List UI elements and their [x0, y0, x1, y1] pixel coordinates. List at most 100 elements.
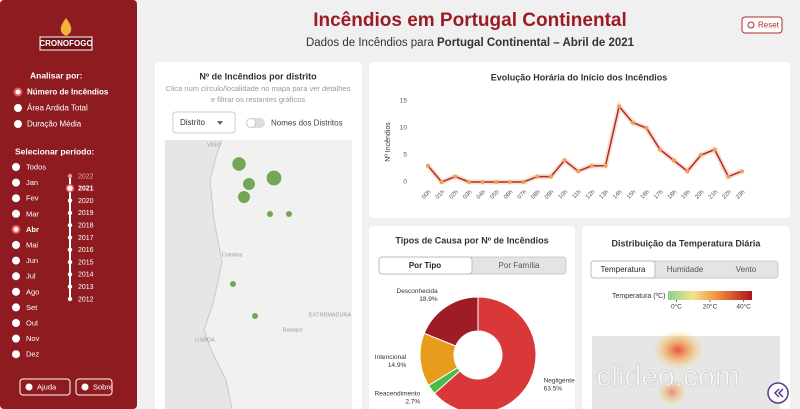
district-bubble[interactable]: [232, 157, 246, 171]
analyze-option[interactable]: Duração Média: [27, 120, 82, 129]
year-dot[interactable]: [65, 184, 75, 193]
cause-tab[interactable]: Por Tipo: [409, 261, 441, 270]
line-point[interactable]: [589, 163, 594, 168]
analyze-option[interactable]: Número de Incêndios: [27, 88, 109, 97]
year-option[interactable]: 2014: [78, 272, 94, 279]
line-point[interactable]: [603, 163, 608, 168]
year-dot[interactable]: [67, 247, 73, 252]
line-point[interactable]: [480, 180, 485, 184]
year-option[interactable]: 2019: [78, 210, 94, 217]
year-option[interactable]: 2017: [78, 235, 94, 242]
year-option[interactable]: 2012: [78, 296, 94, 303]
year-dot[interactable]: [67, 296, 73, 302]
year-dot[interactable]: [67, 272, 73, 277]
line-point[interactable]: [548, 174, 553, 179]
year-dot[interactable]: [67, 173, 73, 179]
radio[interactable]: [12, 178, 20, 187]
month-option[interactable]: Jun: [26, 256, 38, 265]
year-option[interactable]: 2013: [78, 284, 94, 291]
year-option[interactable]: 2020: [78, 198, 94, 205]
line-point[interactable]: [699, 153, 704, 157]
button-label[interactable]: Ajuda: [37, 382, 57, 391]
year-option[interactable]: 2016: [78, 247, 94, 254]
district-bubble[interactable]: [252, 313, 258, 319]
year-option[interactable]: 2015: [78, 259, 94, 266]
month-option[interactable]: Jan: [26, 178, 38, 187]
sidebar-button[interactable]: [19, 378, 71, 396]
district-bubble[interactable]: [238, 191, 250, 203]
year-option[interactable]: 2018: [78, 223, 94, 230]
line-point[interactable]: [426, 163, 430, 168]
radio[interactable]: [13, 87, 23, 97]
button-label[interactable]: Sobre: [93, 382, 113, 391]
year-option[interactable]: 2022: [78, 173, 94, 180]
month-option[interactable]: Fev: [26, 194, 39, 203]
pie-slice[interactable]: [433, 296, 537, 409]
year-dot[interactable]: [67, 210, 73, 216]
reset-label[interactable]: Reset: [758, 21, 780, 30]
radio[interactable]: [11, 224, 21, 234]
line-point[interactable]: [740, 169, 744, 174]
radio[interactable]: [14, 120, 22, 128]
year-dot[interactable]: [67, 259, 73, 265]
line-point[interactable]: [685, 169, 690, 174]
radio[interactable]: [12, 241, 20, 249]
pie-slice[interactable]: [423, 296, 479, 347]
line-point[interactable]: [658, 147, 663, 152]
month-option[interactable]: Nov: [26, 334, 40, 343]
line-point[interactable]: [617, 104, 622, 109]
temperature-tab-active[interactable]: [590, 260, 656, 279]
radio[interactable]: [12, 350, 20, 359]
radio[interactable]: [12, 334, 20, 343]
sidebar-button[interactable]: [75, 378, 113, 396]
month-option[interactable]: Set: [26, 303, 38, 312]
toggle-label[interactable]: Nomes dos Distritos: [271, 119, 343, 128]
line-point[interactable]: [712, 147, 717, 152]
cause-tab-active[interactable]: [378, 256, 473, 275]
month-option[interactable]: Ago: [26, 287, 39, 296]
line-point[interactable]: [439, 180, 444, 184]
radio[interactable]: [12, 287, 20, 296]
radio[interactable]: [12, 272, 20, 281]
temperature-tab[interactable]: Temperatura: [601, 265, 646, 274]
year-dot[interactable]: [67, 198, 73, 203]
temperature-tab[interactable]: Vento: [736, 265, 757, 274]
line-point[interactable]: [521, 180, 526, 184]
dropdown-label[interactable]: Distrito: [180, 118, 205, 127]
radio[interactable]: [12, 209, 20, 218]
line-point[interactable]: [494, 180, 499, 184]
radio[interactable]: [12, 194, 20, 203]
radio[interactable]: [12, 163, 20, 171]
line-point[interactable]: [562, 158, 567, 163]
district-bubble[interactable]: [230, 281, 236, 287]
district-bubble[interactable]: [243, 178, 255, 190]
district-dropdown[interactable]: [172, 111, 236, 134]
radio[interactable]: [12, 319, 20, 327]
line-point[interactable]: [644, 126, 649, 130]
radio[interactable]: [12, 256, 20, 265]
analyze-option[interactable]: Área Ardida Total: [27, 104, 88, 113]
cause-tab[interactable]: Por Família: [499, 261, 540, 270]
line-point[interactable]: [466, 180, 471, 184]
month-option[interactable]: Abr: [26, 225, 39, 234]
line-point[interactable]: [576, 169, 581, 174]
radio[interactable]: [12, 303, 20, 312]
month-option[interactable]: Dez: [26, 350, 40, 359]
temperature-tab[interactable]: Humidade: [667, 265, 704, 274]
month-option[interactable]: Out: [26, 318, 39, 327]
month-option[interactable]: Todos: [26, 162, 46, 171]
line-point[interactable]: [453, 174, 458, 179]
month-option[interactable]: Jul: [26, 272, 36, 281]
radio[interactable]: [14, 104, 22, 112]
line-point[interactable]: [535, 174, 540, 179]
year-option[interactable]: 2021: [78, 186, 94, 193]
year-dot[interactable]: [67, 284, 73, 289]
year-dot[interactable]: [67, 235, 73, 240]
line-point[interactable]: [726, 174, 731, 179]
line-point[interactable]: [507, 180, 512, 184]
reset-button[interactable]: [741, 16, 783, 34]
district-bubble[interactable]: [267, 211, 273, 217]
month-option[interactable]: Mai: [26, 240, 38, 249]
district-bubble[interactable]: [266, 170, 282, 186]
month-option[interactable]: Mar: [26, 209, 39, 218]
